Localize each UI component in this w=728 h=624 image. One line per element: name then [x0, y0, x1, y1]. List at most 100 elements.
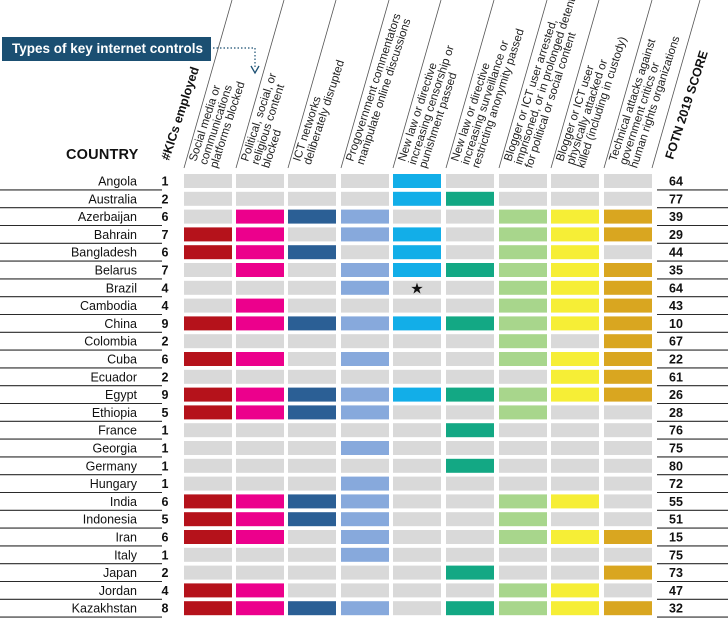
cell-empty — [236, 423, 284, 438]
cell-filled — [551, 494, 599, 509]
table-row: Australia 2 77 — [0, 191, 728, 209]
cell-filled — [604, 387, 652, 402]
fotn-score: 29 — [669, 228, 683, 242]
cell-empty — [288, 369, 336, 384]
country-name: Brazil — [106, 281, 137, 295]
cell-filled — [236, 405, 284, 420]
cell-empty — [288, 227, 336, 242]
cell-filled — [236, 209, 284, 224]
column-divider-line — [183, 0, 233, 169]
fotn-score: 64 — [669, 175, 683, 189]
cell-filled — [236, 298, 284, 313]
cell-empty — [184, 565, 232, 580]
cell-filled — [236, 494, 284, 509]
cell-filled — [604, 334, 652, 349]
cell-filled — [551, 387, 599, 402]
country-name: Hungary — [90, 477, 138, 491]
cell-empty — [184, 298, 232, 313]
cell-empty — [446, 280, 494, 295]
table-row: Cuba 6 22 — [0, 352, 728, 369]
fotn-score: 10 — [669, 317, 683, 331]
cell-filled — [499, 530, 547, 544]
cell-filled — [184, 245, 232, 260]
cell-filled — [604, 298, 652, 313]
cell-empty — [236, 547, 284, 562]
cell-empty — [551, 565, 599, 580]
cell-filled — [604, 369, 652, 384]
country-name: Ethiopia — [92, 406, 137, 420]
cell-filled — [499, 583, 547, 598]
cell-empty — [393, 601, 441, 616]
cell-empty — [184, 547, 232, 562]
table-row: Kazakhstan 8 32 — [0, 601, 728, 618]
country-name: Azerbaijan — [78, 210, 137, 224]
cell-filled — [288, 494, 336, 509]
table-row: Bahrain 7 29 — [0, 227, 728, 244]
cell-empty — [341, 174, 389, 188]
cell-filled — [184, 530, 232, 544]
cell-empty — [499, 547, 547, 562]
country-name: Indonesia — [83, 513, 137, 527]
kics-count: 7 — [162, 264, 169, 278]
kics-count: 1 — [162, 459, 169, 473]
cell-empty — [604, 441, 652, 455]
kics-count: 9 — [162, 317, 169, 331]
cell-filled — [499, 316, 547, 331]
cell-empty — [341, 423, 389, 438]
cell-filled — [184, 405, 232, 420]
cell-filled — [288, 601, 336, 616]
cell-filled — [393, 191, 441, 206]
cell-filled — [446, 423, 494, 438]
cell-filled — [393, 227, 441, 242]
column-divider-line — [445, 0, 495, 169]
kics-count: 6 — [162, 353, 169, 367]
cell-empty — [393, 405, 441, 420]
cell-filled — [393, 174, 441, 188]
cell-empty — [184, 263, 232, 277]
cell-empty — [288, 174, 336, 188]
cell-empty — [393, 352, 441, 366]
fotn-score: 73 — [669, 566, 683, 580]
table-row: India 6 55 — [0, 494, 728, 511]
table-row: Germany 1 80 — [0, 458, 728, 476]
cell-filled — [288, 405, 336, 420]
cell-filled — [341, 209, 389, 224]
fotn-score: 28 — [669, 406, 683, 420]
cell-empty — [499, 458, 547, 473]
cell-empty — [604, 476, 652, 491]
cell-empty — [551, 174, 599, 188]
cell-filled — [341, 441, 389, 455]
country-name: Iran — [115, 531, 137, 545]
cell-empty — [288, 334, 336, 349]
cell-empty — [288, 476, 336, 491]
cell-empty — [288, 547, 336, 562]
cell-filled — [184, 387, 232, 402]
table-row: Iran 6 15 — [0, 530, 728, 547]
cell-empty — [393, 530, 441, 544]
chevron-down-icon — [250, 65, 260, 75]
kics-count: 2 — [162, 566, 169, 580]
column-divider-line — [235, 0, 285, 169]
cell-filled — [341, 316, 389, 331]
fotn-score: 75 — [669, 548, 683, 562]
cell-empty — [236, 280, 284, 295]
fotn-score: 67 — [669, 335, 683, 349]
fotn-score: 75 — [669, 442, 683, 456]
cell-filled — [341, 494, 389, 509]
cell-empty — [551, 405, 599, 420]
cell-empty — [184, 209, 232, 224]
cell-filled — [551, 245, 599, 260]
cell-filled — [446, 565, 494, 580]
cell-empty — [341, 245, 389, 260]
cell-filled — [236, 316, 284, 331]
cell-empty — [499, 565, 547, 580]
country-name: Cuba — [107, 353, 137, 367]
table-row: Jordan 4 47 — [0, 583, 728, 600]
cell-empty — [288, 352, 336, 366]
table-row: Egypt 9 26 — [0, 387, 728, 405]
fotn-score: 72 — [669, 477, 683, 491]
kics-count: 8 — [162, 602, 169, 616]
cell-filled — [499, 405, 547, 420]
cell-empty — [446, 352, 494, 366]
